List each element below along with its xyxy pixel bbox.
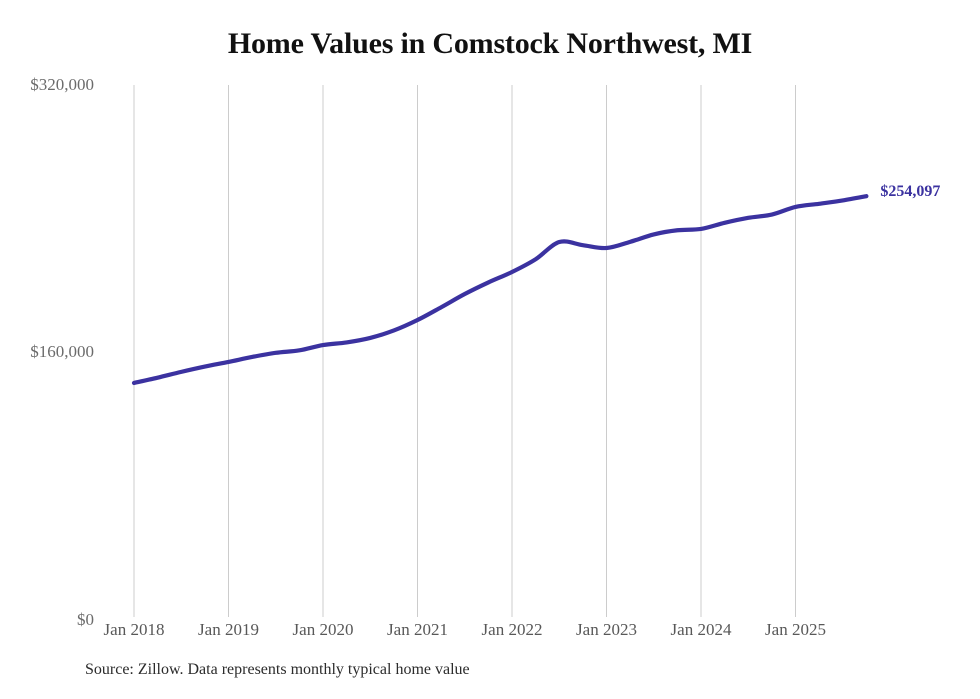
y-tick-label-160000: $160,000 [30,342,94,361]
end-value-annotation: $254,097 [880,183,941,201]
chart-title: Home Values in Comstock Northwest, MI [227,27,753,60]
plot-area [131,85,869,617]
x-tick-label-jan-2021: Jan 2021 [387,620,448,639]
x-tick-label-jan-2025: Jan 2025 [765,620,826,639]
source-note: Source: Zillow. Data represents monthly … [85,661,470,678]
x-tick-label-jan-2018: Jan 2018 [103,620,165,639]
series-line-typical-home-value [131,194,869,386]
y-tick-label-320000: $320,000 [30,75,94,94]
plot-svg [131,85,869,617]
x-tick-label-jan-2022: Jan 2022 [481,620,543,639]
gridlines-group [133,85,796,617]
x-tick-label-jan-2023: Jan 2023 [576,620,637,639]
x-tick-label-jan-2024: Jan 2024 [670,620,732,639]
x-tick-label-jan-2019: Jan 2019 [198,620,259,639]
y-tick-label-0: $0 [77,610,94,629]
x-tick-label-jan-2020: Jan 2020 [292,620,354,639]
